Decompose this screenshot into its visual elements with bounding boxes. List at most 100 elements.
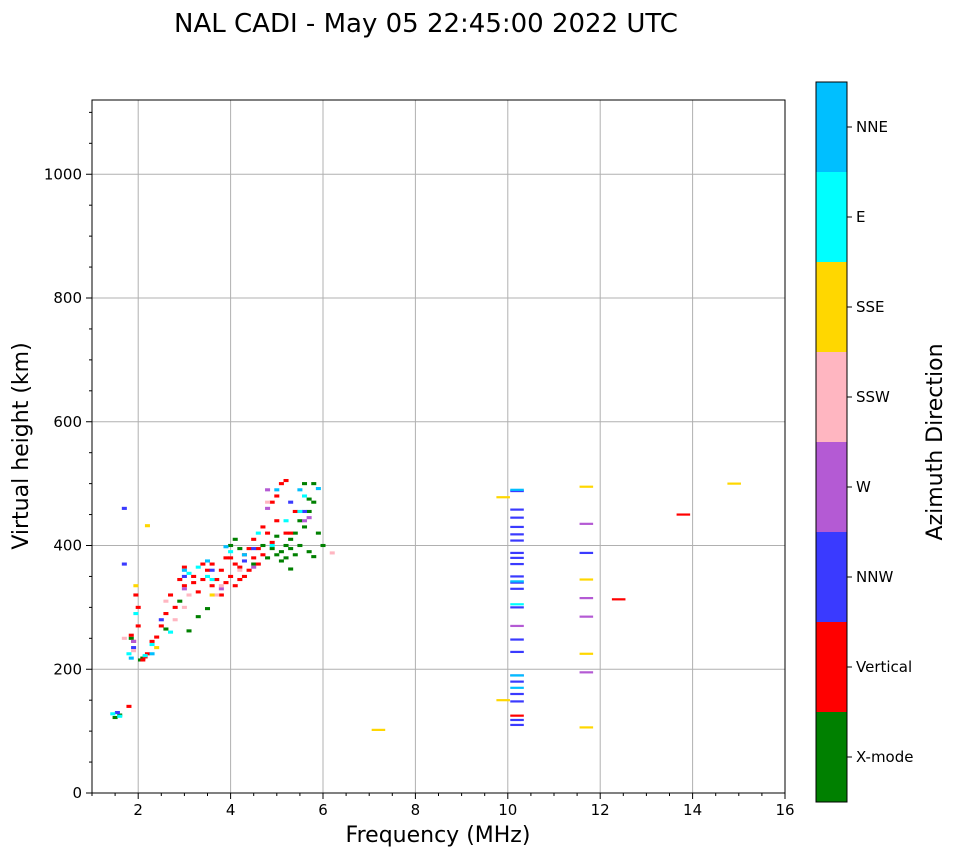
x-axis-label: Frequency (MHz) <box>346 823 531 848</box>
data-point-x-mode <box>311 482 317 486</box>
data-point-nnw <box>121 506 127 510</box>
x-tick-label: 14 <box>683 801 702 819</box>
data-point-x-mode <box>311 555 317 559</box>
data-point-vertical <box>204 568 211 572</box>
data-point-sse <box>496 699 510 702</box>
data-point-vertical <box>228 574 234 578</box>
data-point-sse <box>579 485 594 488</box>
data-point-vertical <box>181 584 187 588</box>
data-point-e <box>117 714 123 718</box>
data-point-nne <box>241 553 247 557</box>
data-point-e <box>283 519 289 523</box>
data-point-x-mode <box>288 547 294 551</box>
data-point-vertical <box>269 540 275 544</box>
data-point-x-mode <box>288 537 294 541</box>
y-tick-label: 0 <box>72 784 82 802</box>
data-point-nne <box>510 686 524 689</box>
data-point-vertical <box>154 635 160 639</box>
data-point-vertical <box>149 639 155 643</box>
data-point-ssw <box>186 593 192 597</box>
y-tick-label: 400 <box>53 537 82 555</box>
data-point-vertical <box>218 593 224 597</box>
data-point-nnw <box>510 723 524 727</box>
data-point-e <box>255 531 261 535</box>
data-point-x-mode <box>232 537 238 541</box>
data-point-vertical <box>241 574 247 578</box>
data-point-nne <box>510 488 524 491</box>
data-point-w <box>251 565 257 569</box>
data-point-nnw <box>510 575 524 578</box>
data-point-sse <box>579 652 594 655</box>
data-point-x-mode <box>278 559 284 563</box>
data-point-nnw <box>510 587 524 590</box>
data-point-sse <box>371 728 386 731</box>
colorbar-segment <box>816 622 847 712</box>
data-point-vertical <box>135 605 141 609</box>
data-point-ssw <box>265 500 271 504</box>
data-point-vertical <box>168 593 174 597</box>
data-point-x-mode <box>297 543 303 548</box>
data-point-w <box>579 615 594 618</box>
data-point-nnw <box>510 562 524 566</box>
data-point-x-mode <box>128 636 134 640</box>
chart-title: NAL CADI - May 05 22:45:00 2022 UTC <box>174 9 678 39</box>
data-point-vertical <box>237 565 243 569</box>
data-point-x-mode <box>283 556 289 560</box>
data-point-ssw <box>121 636 127 640</box>
data-point-e <box>168 630 174 634</box>
data-point-nnw <box>510 638 524 641</box>
data-point-x-mode <box>204 607 211 611</box>
data-point-e <box>269 543 275 548</box>
data-point-vertical <box>232 562 238 566</box>
data-point-x-mode <box>195 615 201 619</box>
data-point-vertical <box>274 494 280 498</box>
colorbar-segment <box>816 532 847 622</box>
data-point-nne <box>128 656 134 660</box>
data-point-x-mode <box>278 550 284 554</box>
data-point-x-mode <box>283 543 289 548</box>
data-point-nnw <box>251 547 257 551</box>
data-point-nnw <box>121 562 127 566</box>
data-point-ssw <box>218 584 224 588</box>
data-point-vertical <box>140 658 146 662</box>
data-point-nne <box>223 545 229 549</box>
data-point-x-mode <box>269 547 275 551</box>
data-point-vertical <box>228 556 234 560</box>
data-point-ssw <box>131 649 137 653</box>
data-point-nnw <box>510 508 524 511</box>
data-point-nnw <box>510 525 524 529</box>
data-point-vertical <box>278 482 284 486</box>
data-point-vertical <box>237 577 243 582</box>
data-point-vertical <box>251 556 257 560</box>
data-point-e <box>110 712 116 716</box>
colorbar-segment <box>816 82 847 172</box>
data-point-vertical <box>288 531 294 535</box>
x-tick-label: 6 <box>318 801 328 819</box>
data-point-vertical <box>158 624 164 628</box>
data-point-sse <box>579 578 594 581</box>
data-point-vertical <box>274 519 280 523</box>
colorbar-segment <box>816 442 847 532</box>
data-point-vertical <box>283 531 289 535</box>
data-point-e <box>297 509 303 514</box>
data-point-e <box>142 654 148 658</box>
data-point-x-mode <box>288 567 294 571</box>
data-point-w <box>306 516 312 520</box>
data-point-nnw <box>510 489 524 493</box>
data-point-vertical <box>223 581 229 585</box>
data-point-nne <box>297 488 303 492</box>
data-point-vertical <box>223 556 229 560</box>
data-point-nnw <box>510 700 524 703</box>
colorbar-frame <box>815 81 848 803</box>
colorbar-label: W <box>856 478 871 496</box>
data-point-vertical <box>195 590 201 594</box>
data-point-nnw <box>579 551 594 555</box>
data-point-vertical <box>126 704 132 708</box>
data-point-e <box>209 577 215 582</box>
y-axis-label: Virtual height (km) <box>9 342 34 549</box>
data-point-vertical <box>209 584 215 588</box>
data-point-sse <box>496 496 510 499</box>
data-point-nnw <box>510 581 524 584</box>
data-point-vertical <box>177 577 183 582</box>
